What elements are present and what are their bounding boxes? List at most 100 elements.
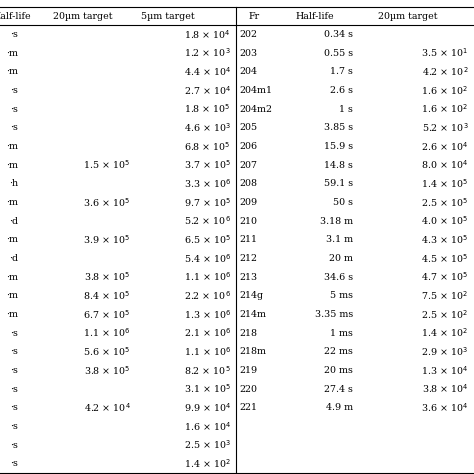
Text: 4.4 × 10$^4$: 4.4 × 10$^4$ [184, 65, 231, 78]
Text: 1.8 × 10$^5$: 1.8 × 10$^5$ [184, 103, 231, 115]
Text: ·d: ·d [9, 217, 18, 226]
Text: 50 s: 50 s [333, 198, 353, 207]
Text: 3.18 m: 3.18 m [320, 217, 353, 226]
Text: 5.2 × 10$^6$: 5.2 × 10$^6$ [184, 215, 231, 228]
Text: 22 ms: 22 ms [324, 347, 353, 356]
Text: ·m: ·m [6, 198, 18, 207]
Text: ·s: ·s [10, 440, 18, 449]
Text: 20µm target: 20µm target [53, 12, 113, 20]
Text: 4.0 × 10$^5$: 4.0 × 10$^5$ [421, 215, 468, 228]
Text: 204: 204 [239, 67, 257, 76]
Text: 6.5 × 10$^5$: 6.5 × 10$^5$ [184, 234, 231, 246]
Text: 1.4 × 10$^2$: 1.4 × 10$^2$ [184, 457, 231, 470]
Text: 1.2 × 10$^3$: 1.2 × 10$^3$ [184, 47, 231, 59]
Text: 8.2 × 10$^5$: 8.2 × 10$^5$ [184, 364, 231, 377]
Text: 3.8 × 10$^4$: 3.8 × 10$^4$ [421, 383, 468, 395]
Text: 3.3 × 10$^6$: 3.3 × 10$^6$ [184, 177, 231, 190]
Text: ·m: ·m [6, 49, 18, 58]
Text: 2.6 s: 2.6 s [330, 86, 353, 95]
Text: 5.2 × 10$^3$: 5.2 × 10$^3$ [422, 121, 468, 134]
Text: ·m: ·m [6, 273, 18, 282]
Text: 210: 210 [239, 217, 257, 226]
Text: 1 ms: 1 ms [330, 328, 353, 337]
Text: 4.3 × 10$^5$: 4.3 × 10$^5$ [421, 234, 468, 246]
Text: 212: 212 [239, 254, 257, 263]
Text: 1.3 × 10$^4$: 1.3 × 10$^4$ [421, 364, 468, 377]
Text: ·s: ·s [10, 366, 18, 375]
Text: 214m: 214m [239, 310, 266, 319]
Text: 3.9 × 10$^5$: 3.9 × 10$^5$ [83, 234, 130, 246]
Text: 209: 209 [239, 198, 257, 207]
Text: 211: 211 [239, 235, 257, 244]
Text: 220: 220 [239, 384, 257, 393]
Text: ·d: ·d [9, 254, 18, 263]
Text: 5.4 × 10$^6$: 5.4 × 10$^6$ [184, 252, 231, 264]
Text: 1.3 × 10$^6$: 1.3 × 10$^6$ [184, 308, 231, 321]
Text: ·s: ·s [10, 384, 18, 393]
Text: 2.1 × 10$^6$: 2.1 × 10$^6$ [184, 327, 231, 339]
Text: Half-life: Half-life [296, 12, 335, 20]
Text: 2.6 × 10$^4$: 2.6 × 10$^4$ [421, 140, 468, 153]
Text: 20 m: 20 m [329, 254, 353, 263]
Text: 3.8 × 10$^5$: 3.8 × 10$^5$ [84, 271, 130, 283]
Text: 20 ms: 20 ms [324, 366, 353, 375]
Text: ·m: ·m [6, 235, 18, 244]
Text: 1 s: 1 s [339, 105, 353, 114]
Text: 4.5 × 10$^5$: 4.5 × 10$^5$ [421, 252, 468, 264]
Text: 9.9 × 10$^4$: 9.9 × 10$^4$ [184, 401, 231, 414]
Text: 3.35 ms: 3.35 ms [315, 310, 353, 319]
Text: 1.8 × 10$^4$: 1.8 × 10$^4$ [184, 28, 231, 41]
Text: 5µm target: 5µm target [141, 12, 195, 20]
Text: ·s: ·s [10, 105, 18, 114]
Text: 3.6 × 10$^4$: 3.6 × 10$^4$ [421, 401, 468, 414]
Text: ·s: ·s [10, 86, 18, 95]
Text: ·s: ·s [10, 347, 18, 356]
Text: 2.5 × 10$^3$: 2.5 × 10$^3$ [184, 439, 231, 451]
Text: 3.85 s: 3.85 s [324, 123, 353, 132]
Text: 2.5 × 10$^5$: 2.5 × 10$^5$ [421, 196, 468, 209]
Text: 15.9 s: 15.9 s [324, 142, 353, 151]
Text: 213: 213 [239, 273, 257, 282]
Text: 7.5 × 10$^2$: 7.5 × 10$^2$ [421, 290, 468, 302]
Text: ·s: ·s [10, 123, 18, 132]
Text: 4.7 × 10$^5$: 4.7 × 10$^5$ [421, 271, 468, 283]
Text: 3.5 × 10$^1$: 3.5 × 10$^1$ [421, 47, 468, 59]
Text: ·s: ·s [10, 328, 18, 337]
Text: 1.5 × 10$^5$: 1.5 × 10$^5$ [83, 159, 130, 172]
Text: 27.4 s: 27.4 s [324, 384, 353, 393]
Text: 5 ms: 5 ms [330, 291, 353, 300]
Text: ·m: ·m [6, 310, 18, 319]
Text: 3.8 × 10$^5$: 3.8 × 10$^5$ [84, 364, 130, 377]
Text: 6.8 × 10$^5$: 6.8 × 10$^5$ [184, 140, 231, 153]
Text: 221: 221 [239, 403, 257, 412]
Text: 2.5 × 10$^2$: 2.5 × 10$^2$ [421, 308, 468, 321]
Text: 3.7 × 10$^5$: 3.7 × 10$^5$ [184, 159, 231, 172]
Text: 9.7 × 10$^5$: 9.7 × 10$^5$ [184, 196, 231, 209]
Text: Half-life: Half-life [0, 12, 31, 20]
Text: 1.4 × 10$^5$: 1.4 × 10$^5$ [421, 177, 468, 190]
Text: 218m: 218m [239, 347, 266, 356]
Text: ·s: ·s [10, 403, 18, 412]
Text: 208: 208 [239, 179, 257, 188]
Text: ·m: ·m [6, 142, 18, 151]
Text: 3.1 m: 3.1 m [326, 235, 353, 244]
Text: 207: 207 [239, 161, 257, 170]
Text: 202: 202 [239, 30, 257, 39]
Text: 204m1: 204m1 [239, 86, 273, 95]
Text: 1.6 × 10$^2$: 1.6 × 10$^2$ [421, 103, 468, 115]
Text: 6.7 × 10$^5$: 6.7 × 10$^5$ [83, 308, 130, 321]
Text: ·h: ·h [9, 179, 18, 188]
Text: 4.6 × 10$^3$: 4.6 × 10$^3$ [184, 121, 231, 134]
Text: 214g: 214g [239, 291, 264, 300]
Text: 1.4 × 10$^2$: 1.4 × 10$^2$ [421, 327, 468, 339]
Text: ·s: ·s [10, 30, 18, 39]
Text: 203: 203 [239, 49, 257, 58]
Text: 14.8 s: 14.8 s [324, 161, 353, 170]
Text: 2.2 × 10$^6$: 2.2 × 10$^6$ [184, 290, 231, 302]
Text: ·s: ·s [10, 422, 18, 431]
Text: ·m: ·m [6, 161, 18, 170]
Text: 20µm target: 20µm target [378, 12, 438, 20]
Text: 1.7 s: 1.7 s [330, 67, 353, 76]
Text: 0.34 s: 0.34 s [324, 30, 353, 39]
Text: 4.2 × 10$^2$: 4.2 × 10$^2$ [422, 65, 468, 78]
